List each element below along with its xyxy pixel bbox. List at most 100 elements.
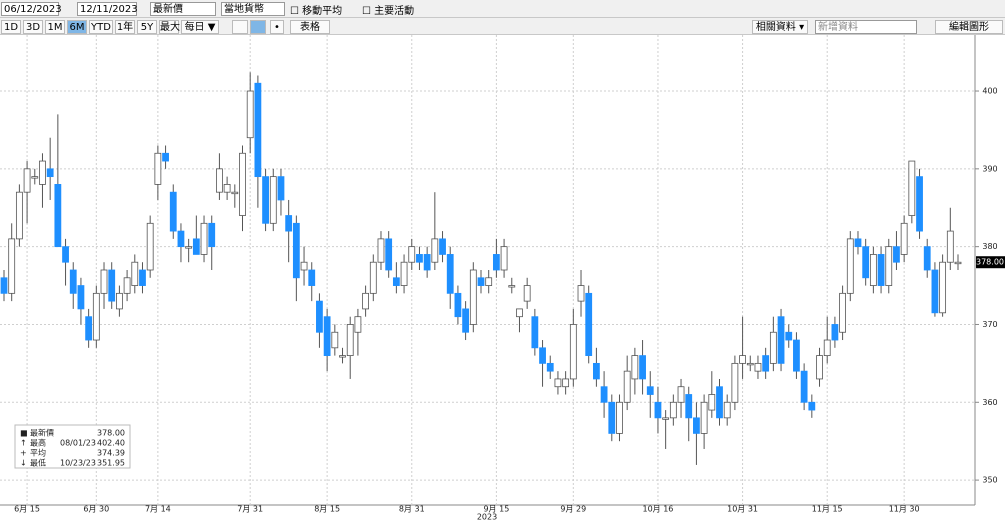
candle-body (362, 292, 369, 310)
candle-body (300, 261, 308, 271)
candle-body (639, 355, 646, 380)
moving-avg[interactable]: ☐ 移動平均 (290, 6, 343, 17)
candle-body (923, 246, 931, 271)
candle-body (485, 277, 493, 286)
candle-body (900, 222, 908, 255)
y-tick-label: 390 (982, 164, 997, 173)
candle-body (231, 191, 239, 195)
end-date[interactable]: 12/11/2023 (77, 2, 138, 16)
candle-body (777, 316, 785, 364)
legend-text: 378.00 (97, 429, 125, 438)
period-btn[interactable]: 5Y (137, 20, 157, 34)
tool-btn[interactable] (232, 20, 248, 34)
x-tick-label: 9月 29 (560, 505, 586, 514)
candle-body (500, 246, 508, 271)
x-tick-label: 11月 30 (889, 505, 920, 514)
candle-body (46, 168, 54, 178)
x-tick-label: 6月 15 (14, 505, 40, 514)
candle-body (754, 362, 762, 372)
candle-body (808, 401, 816, 411)
candle-body (739, 355, 746, 364)
candle-body (208, 222, 216, 248)
candle-body (785, 331, 793, 341)
candle-body (508, 285, 516, 288)
candle-body (246, 90, 254, 139)
candle-body (54, 184, 62, 248)
currency-select[interactable]: 當地貨幣 (221, 2, 285, 16)
candle-body (69, 269, 77, 294)
candle-body (531, 316, 539, 349)
tool-btn[interactable]: • (270, 20, 284, 34)
candle-body (577, 285, 585, 302)
legend-text: 08/01/23 (60, 439, 96, 448)
candle-body (939, 261, 947, 314)
period-btn[interactable]: 1D (1, 20, 21, 34)
y-tick-label: 370 (982, 320, 997, 329)
candle-body (62, 246, 69, 263)
table-btn[interactable]: 表格 (290, 20, 330, 34)
candle-body (185, 246, 193, 249)
candle-body (239, 152, 246, 216)
candle-body (416, 254, 423, 263)
candle-body (546, 362, 554, 372)
candle-body (746, 362, 754, 366)
field-select[interactable]: 最新價 (150, 2, 216, 16)
candle-body (793, 339, 800, 372)
candle-body (554, 378, 562, 388)
candle-body (308, 269, 316, 286)
period-btn[interactable]: 3D (23, 20, 43, 34)
candle-body (316, 300, 323, 333)
candle-body (408, 246, 416, 263)
candle-body (262, 176, 269, 224)
candle-body (608, 401, 616, 434)
events[interactable]: ☐ 主要活動 (362, 6, 415, 17)
candle-body (131, 261, 139, 286)
edit-btn[interactable]: 編輯圖形 (935, 20, 1003, 34)
x-tick-label: 7月 31 (237, 505, 263, 514)
candle-body (893, 246, 900, 263)
candle-body (946, 230, 954, 263)
candle-body (323, 316, 331, 356)
tool-btn[interactable] (250, 20, 266, 34)
candle-body (392, 277, 400, 286)
toolbar-top: 06/12/2023 12/11/2023 最新價 當地貨幣 ☐ 移動平均 ☐ … (0, 0, 1005, 18)
period-btn[interactable]: 1M (45, 20, 65, 34)
y-tick-label: 350 (982, 476, 997, 485)
candle-body (39, 160, 46, 185)
candle-body (631, 355, 639, 380)
candle-body (339, 355, 346, 358)
candle-body (369, 261, 377, 294)
candle-body (523, 285, 531, 302)
period-btn[interactable]: 1年 (115, 20, 135, 34)
period-btn[interactable]: 6M (67, 20, 87, 34)
candle-body (423, 254, 431, 271)
toolbar-bottom: • 表格 相關資料 ▾ 新增資料 編輯圖形 1D 3D 1M 6M YTD 1年 5Y 最大每… (0, 18, 1005, 35)
candle-body (15, 191, 23, 240)
candle-body (731, 362, 739, 403)
legend-icon: ■ (20, 429, 28, 438)
candle-body (569, 324, 577, 380)
candle-body (385, 238, 393, 271)
candle-body (623, 370, 631, 403)
candle-body (400, 261, 408, 286)
candle-body (916, 176, 923, 232)
candle-body (662, 417, 670, 420)
x-tick-label: 8月 31 (399, 505, 425, 514)
start-date[interactable]: 06/12/2023 (1, 2, 62, 16)
y-tick-label: 360 (982, 398, 997, 407)
chart: 2023 350 360 370 380 390 400 6月 15 6月 30 7月 14 7月… (0, 35, 1005, 521)
legend-text: 374.39 (97, 449, 125, 458)
frequency-btn[interactable]: 每日 ▼ (181, 20, 219, 34)
candle-body (654, 401, 662, 419)
candle-body (177, 230, 185, 248)
candle-body (331, 331, 339, 349)
candle-body (685, 394, 693, 419)
candle-body (439, 238, 446, 255)
add-data[interactable]: 新增資料 (815, 20, 917, 34)
period-btn[interactable]: YTD (89, 20, 113, 34)
related-btn[interactable]: 相關資料 ▾ (752, 20, 808, 34)
period-btn[interactable]: 最大 (159, 20, 180, 34)
legend-text: 平均 (30, 448, 46, 458)
candle-body (716, 386, 723, 419)
